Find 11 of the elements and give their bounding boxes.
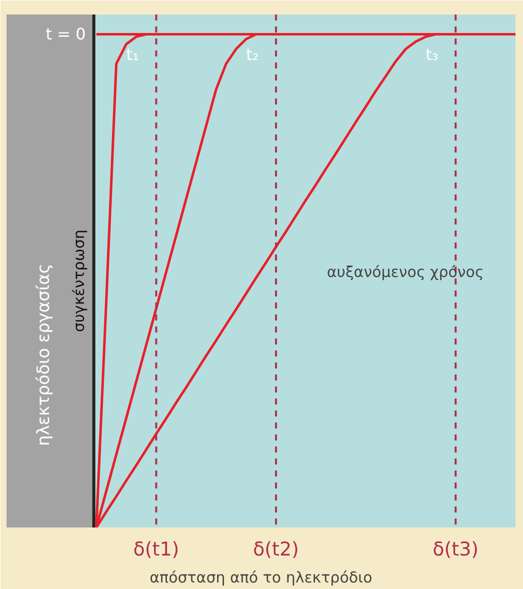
x-axis-title: απόσταση από το ηλεκτρόδιο — [150, 568, 372, 586]
annotation: αυξανόμενος χρόνος — [326, 262, 484, 281]
y-axis-title: συγκέντρωση — [70, 230, 88, 332]
series-label: t = 0 — [46, 24, 86, 44]
x-tick-label: δ(t1) — [133, 538, 180, 560]
text: ηλεκτρόδιο εργασίας — [34, 264, 54, 446]
x-tick-label: δ(t3) — [432, 538, 479, 560]
series-label: t₂ — [246, 45, 259, 64]
series-label: t₁ — [126, 45, 139, 64]
x-tick-label: δ(t2) — [252, 538, 299, 560]
series-label: t₃ — [426, 45, 438, 64]
